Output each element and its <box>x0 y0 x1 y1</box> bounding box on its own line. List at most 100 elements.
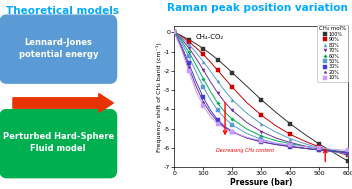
100% <box>318 143 322 145</box>
70% <box>259 130 263 133</box>
60% <box>201 77 206 80</box>
100% <box>216 59 220 61</box>
90% <box>172 31 176 33</box>
30% <box>259 141 263 143</box>
Y-axis label: Frequency shift of CH₄ band (cm⁻¹): Frequency shift of CH₄ band (cm⁻¹) <box>156 42 162 152</box>
50% <box>259 138 263 140</box>
100% <box>187 38 191 41</box>
80% <box>288 138 293 140</box>
80% <box>318 147 322 149</box>
100% <box>288 123 293 125</box>
80% <box>201 60 206 63</box>
Line: 60%: 60% <box>173 31 350 154</box>
100% <box>346 160 351 163</box>
90% <box>230 86 234 88</box>
60% <box>346 151 351 153</box>
10% <box>230 131 234 133</box>
Line: 70%: 70% <box>173 31 350 155</box>
70% <box>172 31 176 33</box>
Text: Theoretical models: Theoretical models <box>6 6 119 16</box>
FancyArrow shape <box>13 94 113 112</box>
Text: Raman peak position variation: Raman peak position variation <box>166 3 347 13</box>
90% <box>318 146 322 148</box>
10% <box>172 31 176 33</box>
70% <box>201 69 206 71</box>
90% <box>201 53 206 56</box>
80% <box>172 31 176 33</box>
Text: CH₄-CO₂: CH₄-CO₂ <box>195 33 224 40</box>
50% <box>216 109 220 112</box>
Text: Decreasing CH₄ content: Decreasing CH₄ content <box>216 148 274 153</box>
FancyBboxPatch shape <box>0 15 117 83</box>
60% <box>187 51 191 53</box>
10% <box>216 123 220 125</box>
Line: 10%: 10% <box>173 31 350 152</box>
20% <box>201 101 206 103</box>
90% <box>288 133 293 136</box>
70% <box>230 109 234 112</box>
80% <box>259 123 263 125</box>
70% <box>318 148 322 150</box>
Line: 100%: 100% <box>173 31 350 163</box>
30% <box>318 149 322 151</box>
20% <box>288 146 293 148</box>
X-axis label: Pressure (bar): Pressure (bar) <box>230 178 293 187</box>
80% <box>346 153 351 155</box>
20% <box>259 141 263 143</box>
100% <box>201 47 206 50</box>
70% <box>216 92 220 94</box>
50% <box>230 124 234 126</box>
10% <box>318 147 322 149</box>
70% <box>187 46 191 49</box>
Line: 90%: 90% <box>173 31 350 157</box>
100% <box>172 31 176 33</box>
10% <box>288 144 293 146</box>
60% <box>288 143 293 145</box>
30% <box>230 130 234 133</box>
60% <box>259 135 263 137</box>
20% <box>346 151 351 154</box>
30% <box>201 96 206 99</box>
50% <box>187 55 191 57</box>
Line: 50%: 50% <box>173 31 350 155</box>
100% <box>230 72 234 74</box>
Text: Lennard-Jones
potential energy: Lennard-Jones potential energy <box>19 38 98 59</box>
80% <box>230 99 234 101</box>
90% <box>187 40 191 43</box>
20% <box>172 31 176 33</box>
30% <box>187 62 191 64</box>
10% <box>259 139 263 142</box>
20% <box>216 121 220 123</box>
10% <box>187 70 191 72</box>
60% <box>216 102 220 104</box>
60% <box>230 118 234 120</box>
30% <box>172 31 176 33</box>
Text: Interpretation: Interpretation <box>24 98 92 108</box>
70% <box>346 152 351 155</box>
50% <box>318 149 322 151</box>
50% <box>172 31 176 33</box>
50% <box>288 145 293 147</box>
30% <box>346 151 351 154</box>
80% <box>187 43 191 45</box>
Line: 30%: 30% <box>173 31 350 154</box>
Line: 80%: 80% <box>173 31 350 156</box>
30% <box>288 146 293 148</box>
100% <box>259 99 263 101</box>
60% <box>172 31 176 33</box>
10% <box>346 149 351 152</box>
70% <box>288 141 293 144</box>
50% <box>201 85 206 88</box>
10% <box>201 105 206 107</box>
Line: 20%: 20% <box>173 31 350 154</box>
50% <box>346 152 351 155</box>
60% <box>318 147 322 150</box>
Legend: 100%, 90%, 80%, 70%, 60%, 50%, 30%, 20%, 10%: 100%, 90%, 80%, 70%, 60%, 50%, 30%, 20%,… <box>318 25 347 82</box>
80% <box>216 80 220 83</box>
FancyBboxPatch shape <box>0 110 117 178</box>
90% <box>346 154 351 156</box>
90% <box>216 69 220 72</box>
20% <box>230 131 234 133</box>
20% <box>318 149 322 151</box>
90% <box>259 114 263 116</box>
